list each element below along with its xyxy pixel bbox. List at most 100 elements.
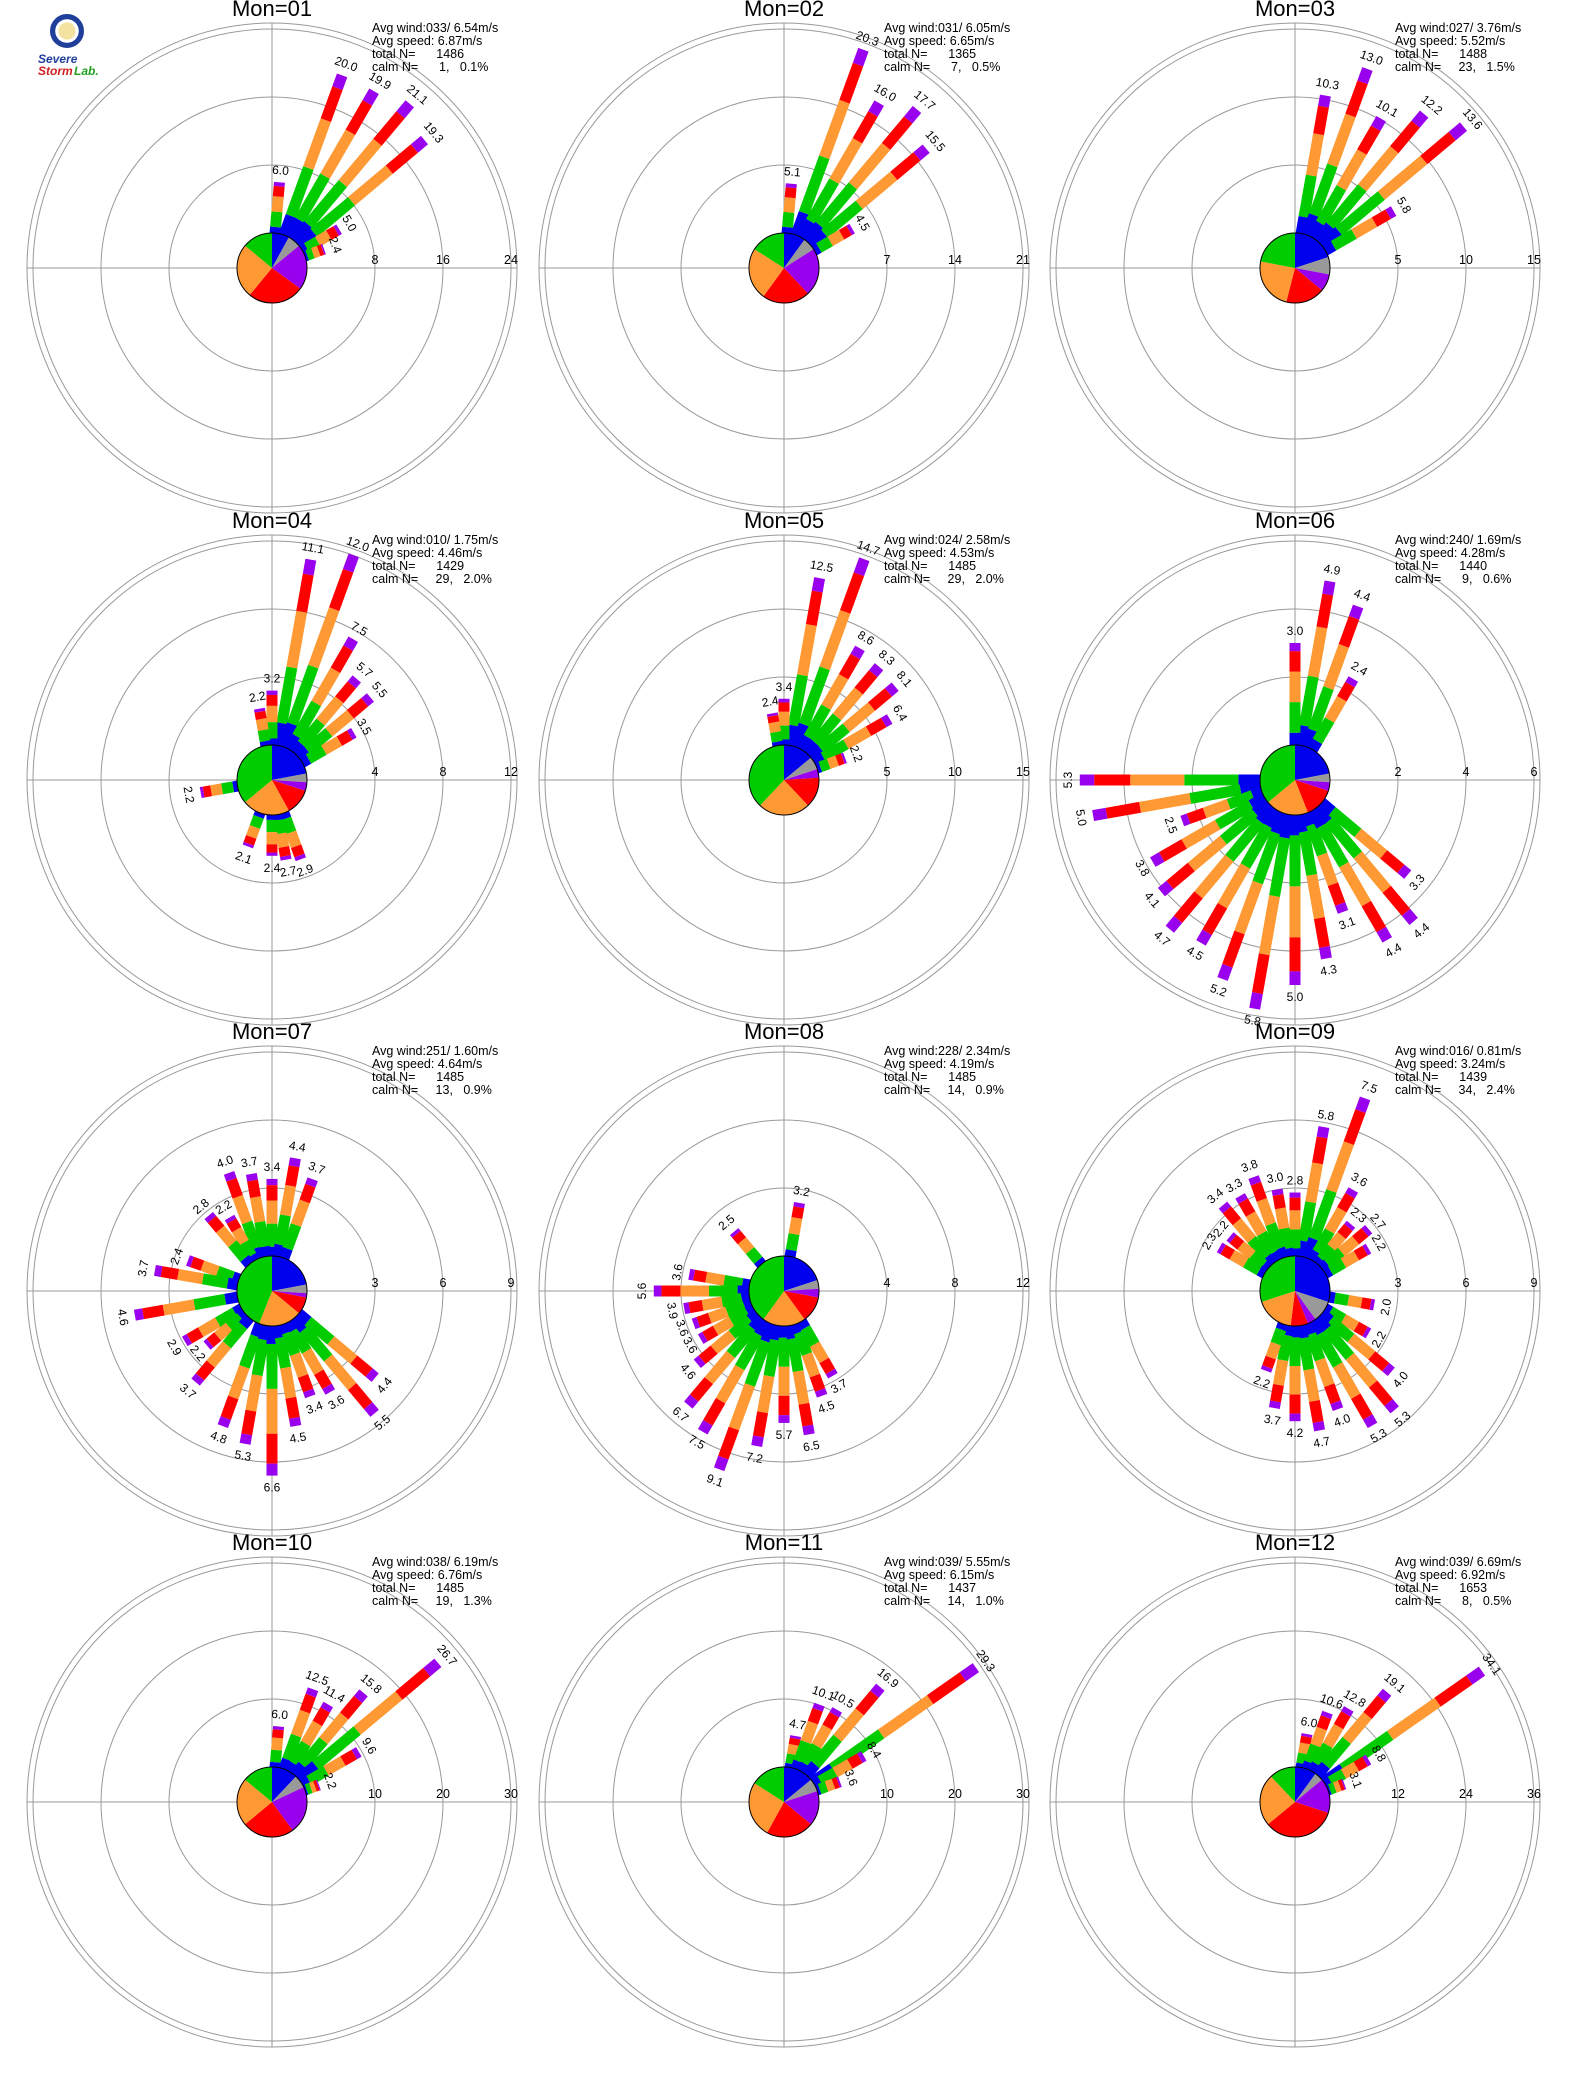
bar-segment-blue [278,1246,293,1260]
bar-segment-green [266,1343,278,1389]
pie-slice-green [749,745,784,806]
bar-segment-blue [1256,1265,1268,1279]
bar-segment-red [314,1369,332,1390]
bar-segment-purple [1319,945,1332,960]
bar-segment-purple [903,105,922,124]
bar-segment-orange [1337,1235,1360,1257]
bar-segment-purple [266,852,278,856]
bar-label: 2.2 [847,743,866,764]
bar-segment-orange [246,825,261,839]
wind-bar: 3.6 [284,1318,347,1413]
bar-segment-red [385,144,418,174]
bar-label: 11.4 [321,1682,348,1706]
avg-wind-text: Avg wind:031/ 6.05m/s [884,21,1010,35]
bar-segment-purple [303,1388,316,1399]
bar-segment-red [272,1729,284,1739]
bar-segment-green [304,1782,313,1795]
bar-segment-orange [855,171,898,210]
bar-segment-green [1327,1306,1347,1324]
bar-segment-purple [322,1383,336,1395]
bar-label: 3.7 [240,1154,259,1171]
speed-pie [748,1766,820,1838]
bar-segment-orange [353,1691,403,1735]
wind-bar: 3.6 [815,1767,861,1796]
bar-segment-purple [1397,864,1412,879]
bar-segment-green [1184,774,1239,786]
bar-segment-purple [785,183,797,189]
bar-label: 2.2 [181,785,198,804]
bar-segment-orange [271,196,284,213]
bar-segment-purple [1385,206,1397,219]
bar-segment-red [346,697,369,719]
bar-segment-purple [305,1687,319,1698]
pie-slice-red [767,1802,811,1837]
bar-segment-green [1265,1222,1285,1251]
bar-segment-orange [301,1348,324,1375]
avg-speed-text: Avg speed: 6.87m/s [372,34,482,48]
bar-segment-orange [289,1352,309,1378]
bar-label: 5.3 [1368,1425,1390,1446]
bar-segment-green [1289,1337,1301,1366]
bar-segment-purple [1341,1706,1354,1717]
bar-label: 5.6 [635,1282,649,1299]
bar-label: 3.6 [842,1767,861,1788]
bar-segment-orange [715,1364,745,1404]
total-n-text: total N= 1485 [372,1581,464,1595]
ring-label: 21 [1016,253,1030,267]
bar-segment-blue [748,1314,766,1332]
bar-segment-purple [1384,1398,1399,1414]
bar-segment-purple [1268,1400,1281,1410]
bar-segment-purple [347,675,361,689]
bar-segment-green [304,1316,335,1345]
bar-segment-red [1353,1321,1368,1337]
bar-segment-blue [790,210,810,237]
bar-segment-orange [231,1226,249,1246]
bar-segment-green [745,1246,763,1264]
bar-segment-red [345,100,373,135]
bar-segment-green [1242,1257,1263,1276]
bar-segment-purple [396,100,414,119]
bar-segment-blue [295,228,318,250]
bar-segment-red [838,225,852,240]
bar-segment-purple [288,1157,301,1168]
bar-label: 6.7 [670,1404,692,1426]
bar-segment-green [239,1334,261,1369]
bar-segment-red [1352,1228,1369,1245]
bar-segment-purple [1382,1362,1395,1376]
bar-segment-blue [240,1254,254,1268]
bar-segment-blue [226,1277,239,1291]
bar-segment-purple [814,1388,828,1398]
bar-segment-blue [266,815,278,820]
pie-outline [1259,744,1331,816]
bar-segment-green [289,1327,312,1354]
pie-slice-purple [1295,1779,1331,1813]
ring-label: 9 [508,1276,515,1290]
panel-title: Mon=11 [745,1530,823,1555]
wind-bar: 4.9 [1295,561,1342,747]
pie-slice-orange [259,1291,299,1327]
bar-segment-blue [802,221,824,245]
bar-label: 3.6 [673,1318,692,1339]
bar-segment-purple [653,1285,662,1297]
bar-segment-red [1313,917,1330,948]
bar-segment-blue [1318,798,1336,816]
bar-segment-orange [1324,696,1347,723]
bar-segment-red [1202,902,1228,935]
bar-segment-red [767,715,780,724]
bar-segment-green [1289,835,1301,887]
bar-label: 10.6 [1318,1691,1345,1712]
bar-segment-purple [1079,774,1095,786]
wind-bar: 2.2 [1252,1322,1289,1392]
bar-segment-purple [853,557,870,577]
logo-lab: Lab. [74,64,99,78]
bar-segment-orange [1354,828,1388,859]
bar-segment-green [1312,1742,1333,1767]
bar-segment-green [270,211,283,228]
bar-segment-orange [1234,880,1263,935]
bar-segment-orange [308,1781,317,1794]
bar-segment-purple [302,558,317,576]
bar-segment-purple [1362,1754,1372,1767]
pie-slice-red [1290,1291,1308,1326]
bar-segment-orange [266,705,278,723]
bar-segment-green [221,781,235,795]
